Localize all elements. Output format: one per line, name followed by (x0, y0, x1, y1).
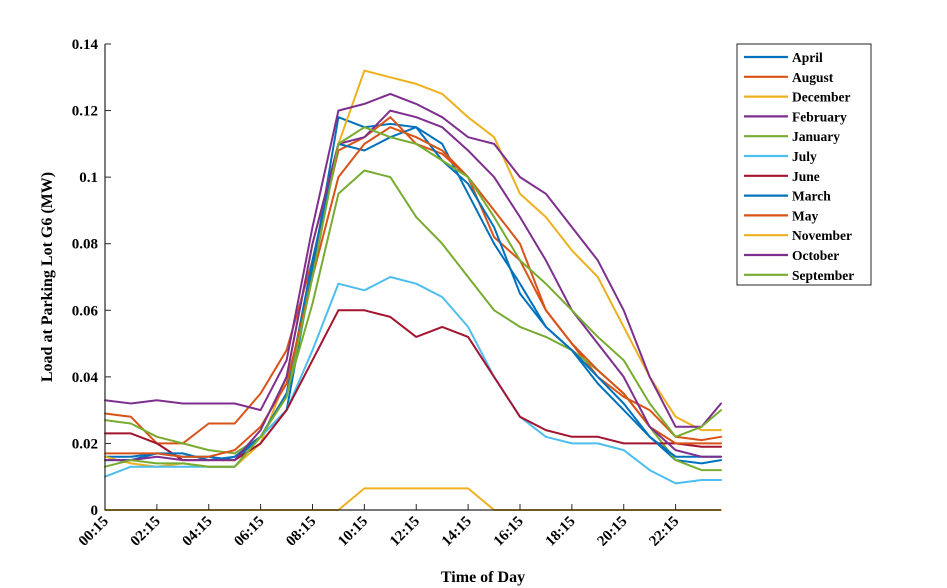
legend-label-august: August (792, 70, 834, 85)
legend: April August December February January July Ju… (736, 43, 872, 286)
y-tick-label: 0.02 (72, 436, 98, 452)
y-tick-label: 0.08 (72, 237, 98, 253)
legend-label-june: June (792, 169, 820, 184)
legend-label-may: May (792, 208, 818, 223)
legend-label-november: November (792, 228, 852, 243)
x-axis-title: Time of Day (441, 569, 525, 586)
legend-box (736, 43, 872, 286)
y-tick-label: 0.06 (72, 303, 99, 319)
series-line-may (104, 126, 722, 458)
legend-label-january: January (792, 129, 840, 144)
axes-frame (104, 44, 721, 511)
y-tick-label: 0.1 (79, 170, 98, 186)
plot-area-background (105, 44, 721, 510)
series-line-february (104, 92, 722, 428)
legend-label-october: October (792, 248, 839, 263)
series-line-october (104, 109, 722, 462)
y-tick-label: 0 (91, 503, 99, 519)
legend-label-april: April (792, 50, 823, 65)
series-line-september (104, 126, 722, 468)
y-tick-label: 0.14 (72, 37, 99, 53)
legend-label-march: March (792, 189, 831, 204)
legend-label-december: December (792, 90, 850, 105)
y-axis-ticks: 0 0.02 0.04 0.06 0.08 0.1 0.12 0.14 (72, 37, 111, 519)
legend-label-february: February (792, 109, 847, 124)
y-axis-title: Load at Parking Lot G6 (MW) (39, 172, 56, 382)
legend-label-september: September (792, 268, 854, 283)
y-tick-label: 0.12 (72, 104, 98, 120)
y-tick-label: 0.04 (72, 370, 99, 386)
legend-label-july: July (792, 149, 817, 164)
